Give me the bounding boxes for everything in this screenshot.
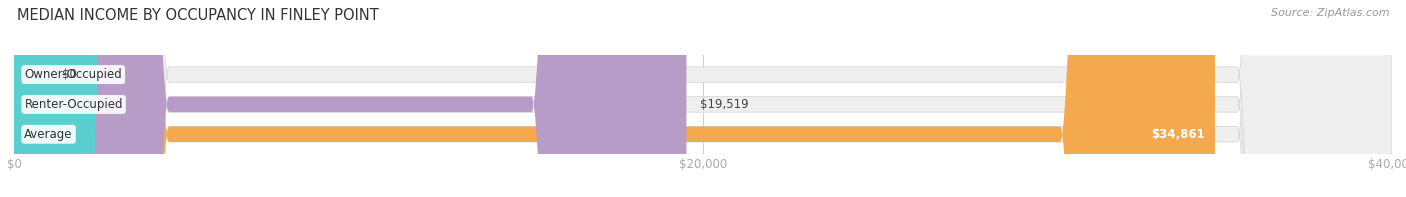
FancyBboxPatch shape [14,0,1392,197]
FancyBboxPatch shape [14,0,686,197]
Text: $0: $0 [62,68,77,81]
Text: Source: ZipAtlas.com: Source: ZipAtlas.com [1271,8,1389,18]
FancyBboxPatch shape [14,0,1392,197]
FancyBboxPatch shape [14,0,1215,197]
Text: $34,861: $34,861 [1152,128,1205,141]
Text: Average: Average [24,128,73,141]
Text: Renter-Occupied: Renter-Occupied [24,98,122,111]
Text: Owner-Occupied: Owner-Occupied [24,68,122,81]
FancyBboxPatch shape [0,0,100,197]
Text: MEDIAN INCOME BY OCCUPANCY IN FINLEY POINT: MEDIAN INCOME BY OCCUPANCY IN FINLEY POI… [17,8,378,23]
Text: $19,519: $19,519 [700,98,749,111]
FancyBboxPatch shape [14,0,1392,197]
